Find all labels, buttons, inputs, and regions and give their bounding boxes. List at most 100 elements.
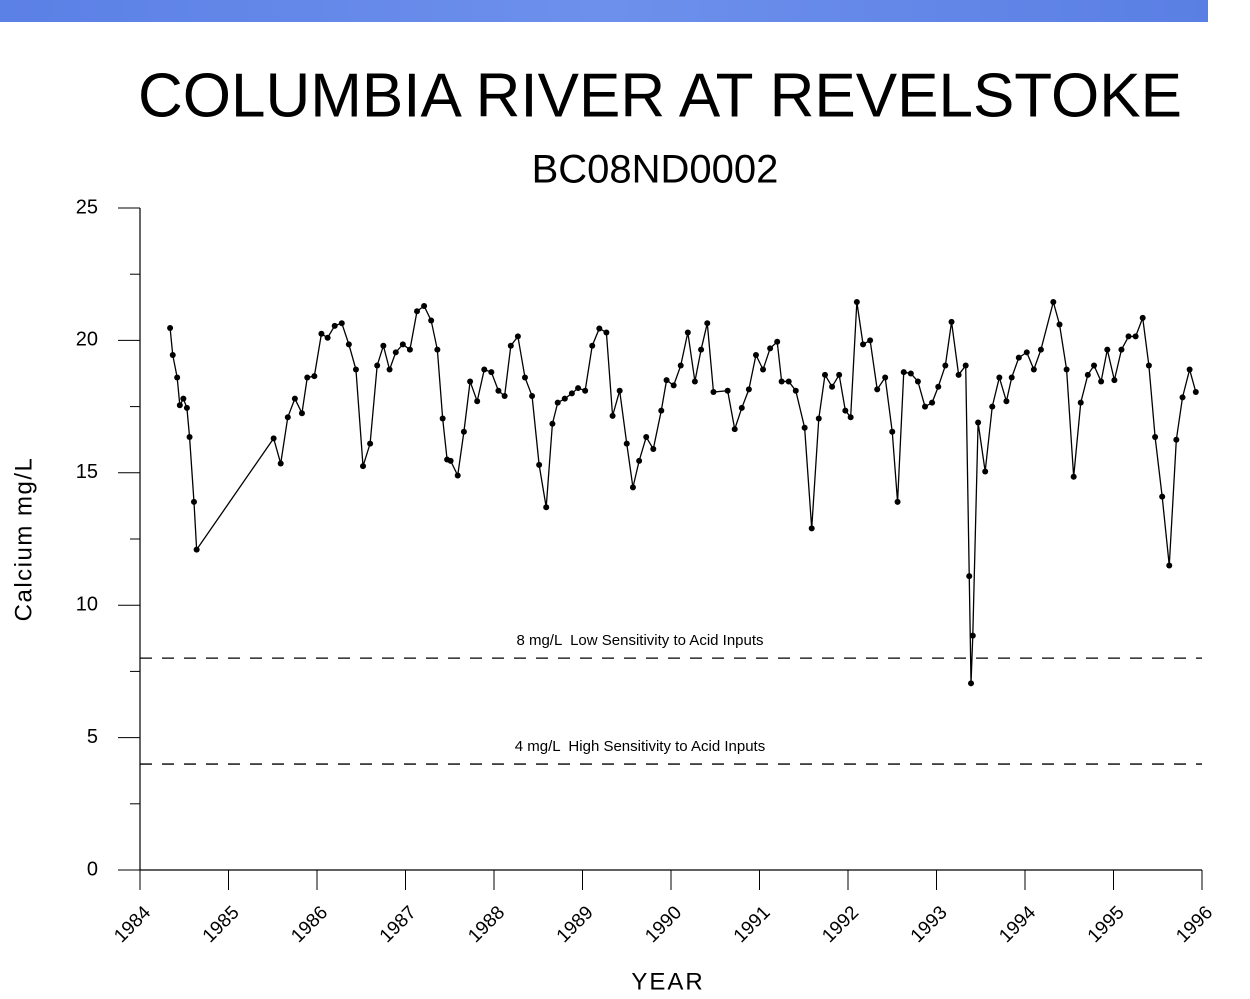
data-point bbox=[331, 322, 338, 329]
data-point bbox=[501, 393, 508, 400]
data-point bbox=[521, 374, 528, 381]
data-point bbox=[658, 407, 665, 414]
data-point bbox=[935, 383, 942, 390]
data-point bbox=[792, 387, 799, 394]
data-point bbox=[975, 419, 982, 426]
data-point bbox=[392, 349, 399, 356]
data-point bbox=[860, 341, 867, 348]
data-point bbox=[966, 573, 973, 580]
y-axis-label: Calcium mg/L bbox=[10, 457, 37, 622]
data-point bbox=[1063, 366, 1070, 373]
data-point bbox=[1023, 349, 1030, 356]
data-point bbox=[439, 415, 446, 422]
data-point bbox=[352, 366, 359, 373]
data-point bbox=[989, 403, 996, 410]
data-point bbox=[821, 371, 828, 378]
data-point bbox=[345, 341, 352, 348]
data-point bbox=[1070, 473, 1077, 480]
data-point bbox=[1104, 346, 1111, 353]
data-point bbox=[853, 299, 860, 306]
data-point bbox=[882, 374, 889, 381]
data-point bbox=[190, 498, 197, 505]
data-point bbox=[543, 504, 550, 511]
data-point bbox=[460, 428, 467, 435]
data-point bbox=[889, 428, 896, 435]
data-point bbox=[169, 351, 176, 358]
data-point bbox=[1084, 371, 1091, 378]
data-point bbox=[304, 374, 311, 381]
y-tick-label: 0 bbox=[87, 858, 98, 880]
data-point bbox=[1139, 314, 1146, 321]
data-point bbox=[691, 378, 698, 385]
data-point bbox=[193, 546, 200, 553]
data-point bbox=[955, 371, 962, 378]
data-point bbox=[1118, 346, 1125, 353]
data-point bbox=[921, 403, 928, 410]
data-point bbox=[698, 346, 705, 353]
data-point bbox=[774, 338, 781, 345]
data-point bbox=[1111, 377, 1118, 384]
data-point bbox=[1008, 374, 1015, 381]
x-tick-label: 1992 bbox=[818, 902, 863, 947]
data-point bbox=[874, 386, 881, 393]
y-tick-label: 25 bbox=[76, 196, 98, 218]
data-point bbox=[867, 337, 874, 344]
data-point bbox=[180, 395, 187, 402]
data-point bbox=[907, 370, 914, 377]
data-point bbox=[1186, 366, 1193, 373]
data-point bbox=[962, 362, 969, 369]
data-point bbox=[1015, 354, 1022, 361]
data-point bbox=[745, 386, 752, 393]
data-point bbox=[738, 404, 745, 411]
data-point bbox=[752, 351, 759, 358]
data-line bbox=[169, 299, 1197, 684]
data-point bbox=[360, 463, 367, 470]
data-point bbox=[434, 346, 441, 353]
data-point bbox=[1125, 333, 1132, 340]
chart-subtitle: BC08ND0002 bbox=[532, 148, 779, 192]
data-point bbox=[815, 415, 822, 422]
data-point bbox=[643, 434, 650, 441]
data-point bbox=[603, 329, 610, 336]
data-point bbox=[495, 387, 502, 394]
data-point bbox=[447, 457, 454, 464]
data-point bbox=[536, 461, 543, 468]
data-point bbox=[549, 420, 556, 427]
data-point bbox=[1050, 299, 1057, 306]
data-point bbox=[801, 424, 808, 431]
data-point bbox=[616, 387, 623, 394]
data-point bbox=[1159, 493, 1166, 500]
y-tick-label: 10 bbox=[76, 593, 98, 615]
data-point bbox=[929, 399, 936, 406]
data-point bbox=[677, 362, 684, 369]
data-point bbox=[514, 333, 521, 340]
data-point bbox=[311, 373, 318, 380]
data-point bbox=[894, 498, 901, 505]
data-point bbox=[277, 460, 284, 467]
data-point bbox=[380, 342, 387, 349]
data-point bbox=[1152, 434, 1159, 441]
data-point bbox=[421, 302, 428, 309]
data-point bbox=[481, 366, 488, 373]
data-point bbox=[650, 445, 657, 452]
data-point bbox=[488, 369, 495, 376]
data-point bbox=[778, 378, 785, 385]
data-point bbox=[710, 389, 717, 396]
data-point bbox=[1145, 362, 1152, 369]
data-point bbox=[663, 377, 670, 384]
data-point bbox=[183, 404, 190, 411]
data-point bbox=[760, 366, 767, 373]
x-tick-label: 1988 bbox=[464, 902, 509, 947]
data-point bbox=[474, 398, 481, 405]
data-point bbox=[808, 525, 815, 532]
data-point bbox=[724, 387, 731, 394]
data-point bbox=[428, 317, 435, 324]
y-tick-label: 20 bbox=[76, 329, 98, 351]
x-axis-label: YEAR bbox=[631, 968, 704, 995]
data-point bbox=[1166, 562, 1173, 569]
x-tick-label: 1985 bbox=[199, 902, 244, 947]
data-point bbox=[1077, 399, 1084, 406]
reference-line-label: 8 mg/L Low Sensitivity to Acid Inputs bbox=[516, 632, 763, 649]
data-point bbox=[731, 426, 738, 433]
data-point bbox=[969, 632, 976, 639]
